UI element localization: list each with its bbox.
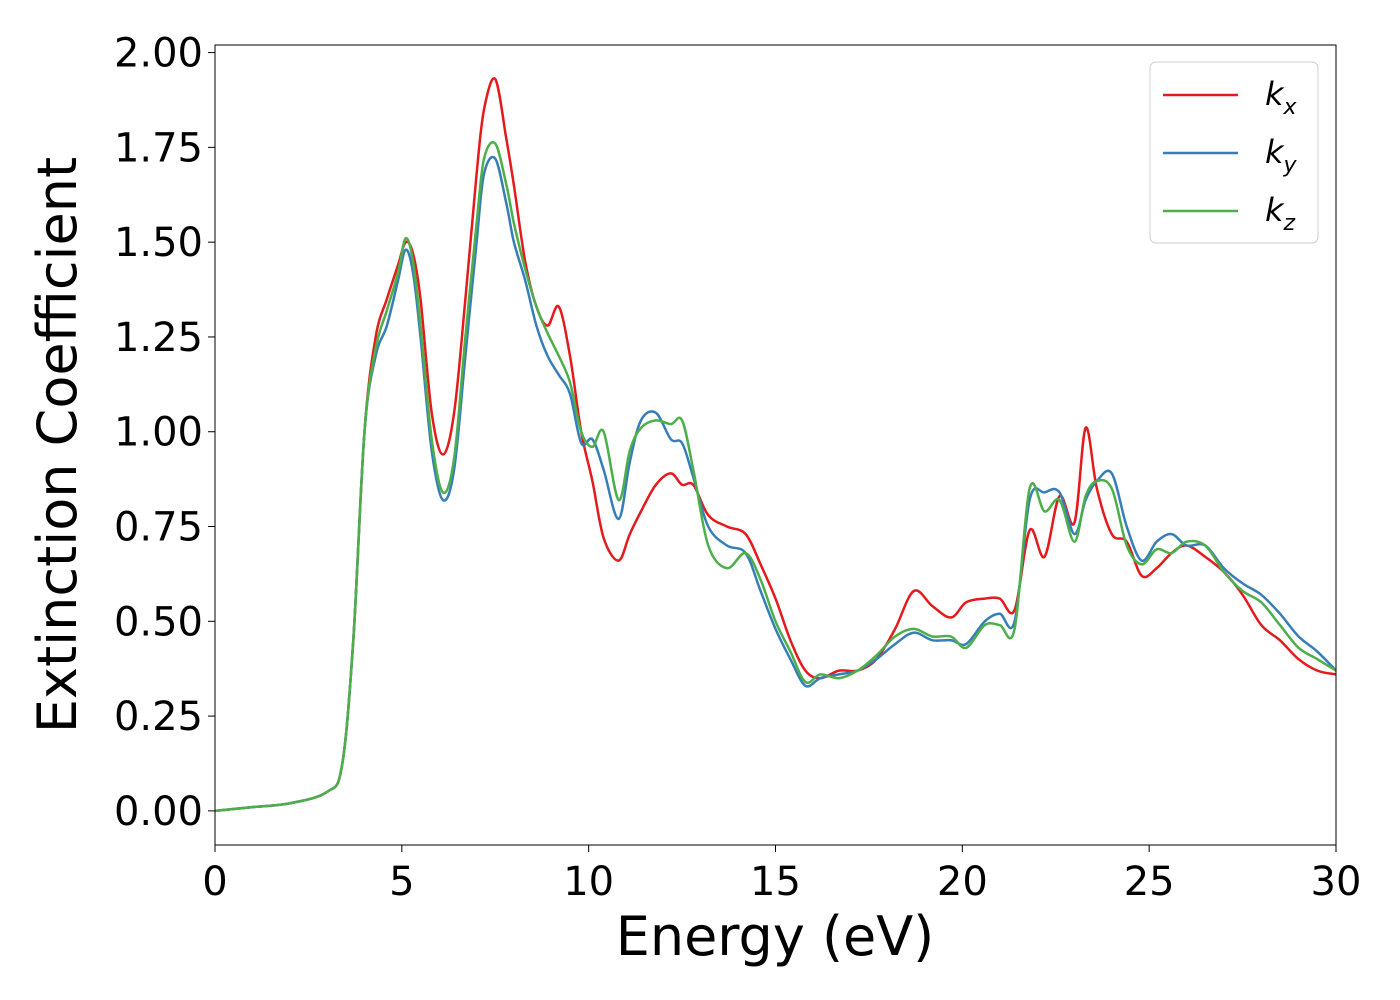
legend-label-ky: ky <box>1265 133 1298 178</box>
y-tick-label: 1.00 <box>114 410 203 456</box>
y-tick-label: 2.00 <box>114 31 203 77</box>
y-tick-label: 0.25 <box>114 694 203 740</box>
y-tick-label: 0.50 <box>114 599 203 645</box>
y-tick-label: 1.25 <box>114 315 203 361</box>
y-tick-label: 1.50 <box>114 220 203 266</box>
y-tick-label: 0.75 <box>114 505 203 551</box>
x-tick-label: 25 <box>1124 859 1175 905</box>
series-layer <box>215 77 1336 813</box>
x-tick-label: 0 <box>202 859 227 905</box>
x-axis-label: Energy (eV) <box>616 905 935 968</box>
legend-label-kz: kz <box>1265 191 1296 236</box>
series-line-kz <box>215 141 1336 813</box>
y-axis: 0.00 0.25 0.50 0.75 1.00 1.25 1.50 1.75 2.00 <box>114 31 215 835</box>
y-tick-label: 0.00 <box>114 789 203 835</box>
x-tick-label: 10 <box>563 859 614 905</box>
x-tick-label: 30 <box>1311 859 1362 905</box>
x-tick-label: 20 <box>937 859 988 905</box>
legend-label-kx: kx <box>1265 75 1298 120</box>
legend: kx ky kz <box>1149 61 1319 244</box>
y-axis-label: Extinction Coefficient <box>26 157 89 733</box>
x-axis: 0 5 10 15 20 25 30 <box>202 845 1361 905</box>
y-tick-label: 1.75 <box>114 125 203 171</box>
x-tick-label: 15 <box>750 859 801 905</box>
x-tick-label: 5 <box>389 859 414 905</box>
